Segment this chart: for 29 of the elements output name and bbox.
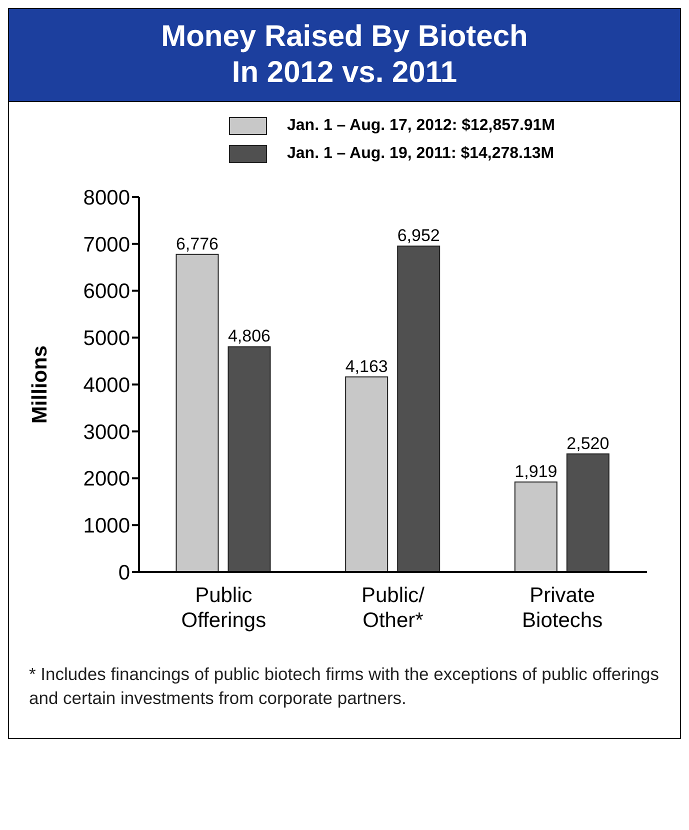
y-tick-label: 7000 — [83, 233, 130, 256]
bar — [566, 453, 610, 572]
y-axis-title: Millions — [28, 345, 52, 424]
y-tick-label: 5000 — [83, 327, 130, 350]
chart-title: Money Raised By Biotech In 2012 vs. 2011 — [160, 19, 529, 91]
bar — [228, 346, 271, 572]
x-tick-label: Public Offerings — [181, 584, 266, 632]
data-label: 4,163 — [345, 356, 388, 376]
bar — [345, 376, 388, 572]
legend-label: Jan. 1 – Aug. 19, 2011: $14,278.13M — [287, 145, 554, 163]
data-label: 6,776 — [176, 234, 219, 254]
data-label: 1,919 — [514, 462, 558, 482]
bar — [397, 246, 440, 572]
data-label: 2,520 — [566, 434, 610, 453]
data-label: 6,952 — [397, 226, 440, 246]
y-tick-label: 4000 — [83, 374, 130, 397]
y-tick-label: 0 — [118, 561, 130, 584]
y-tick-label: 6000 — [83, 280, 130, 304]
y-tick-label: 3000 — [83, 420, 130, 444]
text: * Includes financings of public biotech firms with the exceptions of public offerings and certain investments from corporate partners. — [29, 663, 660, 710]
legend-label: Jan. 1 – Aug. 17, 2012: $12,857.91M — [287, 117, 556, 135]
y-tick-label: 1000 — [83, 514, 130, 538]
bar — [176, 254, 219, 572]
x-tick-label: Public/ Other* — [361, 584, 425, 632]
y-tick-label: 2000 — [83, 468, 130, 491]
y-tick-label: 8000 — [83, 186, 130, 210]
data-label: 4,806 — [228, 326, 271, 346]
bar — [514, 482, 558, 572]
x-tick-label: Private Biotechs — [522, 584, 603, 632]
